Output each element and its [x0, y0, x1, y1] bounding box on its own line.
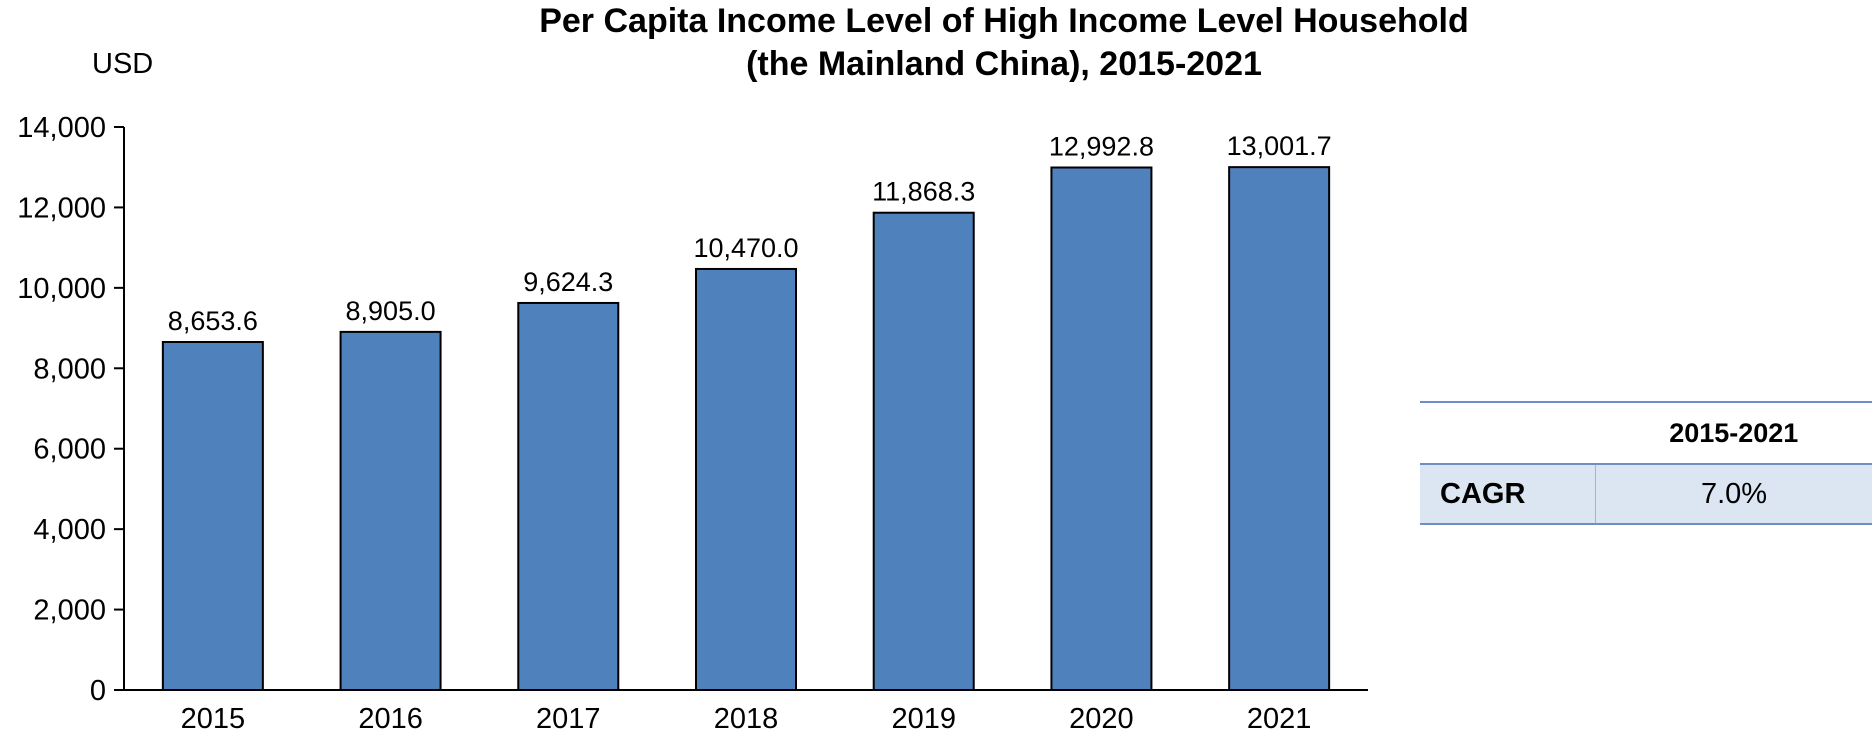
y-tick-label: 2,000	[33, 595, 106, 627]
bar-value-label: 10,470.0	[693, 233, 798, 263]
bar-2019	[872, 211, 975, 691]
bar-chart: 0 2,000 4,000 6,000 8,000 10,000 12,000 14,000 8…	[17, 112, 1368, 735]
bar-2017	[517, 301, 620, 691]
cagr-row-label: CAGR	[1420, 464, 1596, 525]
chart-title-line-2: (the Mainland China), 2015-2021	[746, 45, 1262, 83]
bar-value-label: 9,624.3	[523, 267, 613, 297]
cagr-table: 2015-2021 CAGR 7.0%	[1420, 401, 1872, 525]
cagr-table-header-row: 2015-2021	[1420, 401, 1872, 465]
x-tick-label: 2015	[181, 703, 246, 735]
bar-value-label: 8,905.0	[346, 296, 436, 326]
bar-value-label: 12,992.8	[1049, 132, 1154, 162]
y-axis-unit-label: USD	[92, 48, 154, 80]
chart-title-line-1: Per Capita Income Level of High Income L…	[539, 2, 1469, 40]
bar-value-label: 8,653.6	[168, 306, 258, 336]
bar-2015	[161, 341, 264, 691]
x-tick-label: 2021	[1247, 703, 1312, 735]
bar-value-label: 13,001.7	[1227, 131, 1332, 161]
y-tick-label: 14,000	[17, 112, 106, 144]
cagr-row-value: 7.0%	[1595, 464, 1872, 525]
cagr-table-period-header: 2015-2021	[1595, 401, 1872, 465]
bar-2018	[695, 267, 797, 691]
y-tick-label: 8,000	[33, 353, 106, 385]
cagr-table-blank-header	[1420, 401, 1596, 465]
x-tick-label: 2020	[1069, 703, 1134, 735]
x-tick-label: 2018	[714, 703, 779, 735]
y-tick-label: 6,000	[33, 434, 106, 466]
bar-2016	[339, 330, 442, 691]
x-tick-label: 2016	[358, 703, 423, 735]
x-tick-label: 2017	[536, 703, 601, 735]
x-tick-label: 2019	[891, 703, 956, 735]
y-tick-label: 4,000	[33, 514, 106, 546]
cagr-table-row: CAGR 7.0%	[1420, 464, 1872, 525]
bar-2021	[1228, 166, 1331, 691]
y-tick-label: 10,000	[17, 273, 106, 305]
chart-title: Per Capita Income Level of High Income L…	[300, 0, 1708, 86]
bar-value-label: 11,868.3	[872, 177, 975, 207]
y-tick-label: 0	[90, 675, 106, 707]
y-tick-label: 12,000	[17, 192, 106, 224]
bar-2020	[1050, 166, 1153, 691]
